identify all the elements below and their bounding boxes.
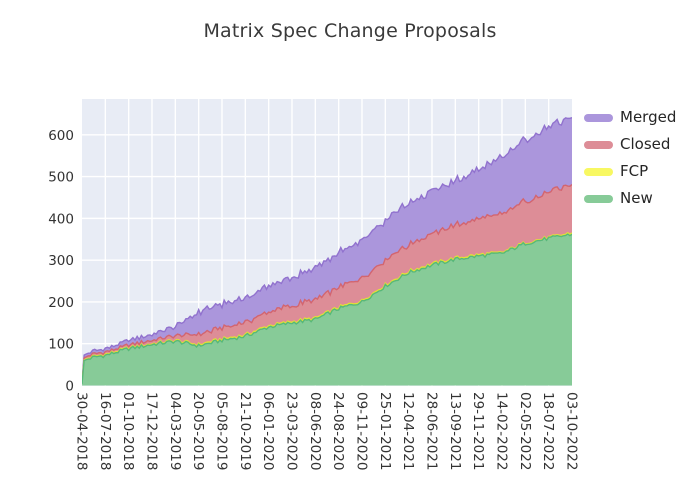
x-tick-label: 17-12-2018 xyxy=(143,392,159,470)
legend-label-fcp: FCP xyxy=(620,162,649,180)
y-tick-label: 300 xyxy=(48,253,74,269)
x-tick-label: 30-04-2018 xyxy=(73,392,89,470)
x-tick-label: 04-03-2019 xyxy=(167,392,183,470)
x-tick-label: 09-11-2020 xyxy=(353,392,369,470)
x-tick-label: 08-06-2020 xyxy=(307,392,323,470)
x-axis-labels: 30-04-2018 16-07-2018 01-10-2018 17-12-2018… xyxy=(73,392,579,470)
y-tick-label: 600 xyxy=(48,128,74,144)
y-tick-label: 400 xyxy=(48,211,74,227)
new-swatch xyxy=(584,194,613,203)
x-tick-label: 06-01-2020 xyxy=(260,392,276,470)
legend-label-merged: Merged xyxy=(620,108,677,126)
x-tick-label: 13-09-2021 xyxy=(447,392,463,470)
y-axis-labels: 0 100 200 300 400 500 600 xyxy=(48,128,74,395)
x-tick-label: 12-04-2021 xyxy=(400,392,416,470)
x-tick-label: 03-10-2022 xyxy=(563,392,579,470)
y-tick-label: 0 xyxy=(65,379,74,395)
stacked-areas xyxy=(82,116,572,386)
x-tick-label: 14-02-2022 xyxy=(493,392,509,470)
x-tick-label: 05-08-2019 xyxy=(213,392,229,470)
x-tick-label: 01-10-2018 xyxy=(120,392,136,470)
closed-swatch xyxy=(584,140,613,149)
y-tick-label: 200 xyxy=(48,295,74,311)
fcp-swatch xyxy=(584,167,613,176)
legend-item-fcp: FCP xyxy=(584,163,676,180)
area-line-fcp xyxy=(82,231,572,384)
x-tick-label: 02-05-2022 xyxy=(517,392,533,470)
legend: Merged Closed FCP New xyxy=(584,109,676,207)
x-tick-label: 28-06-2021 xyxy=(423,392,439,470)
merged-swatch xyxy=(584,113,613,122)
legend-item-new: New xyxy=(584,190,676,207)
x-tick-label: 21-10-2019 xyxy=(237,392,253,470)
x-tick-label: 18-07-2022 xyxy=(540,392,556,470)
area-line-new xyxy=(82,233,572,384)
x-tick-label: 20-05-2019 xyxy=(190,392,206,470)
area-line-closed xyxy=(82,183,572,384)
x-tick-label: 29-11-2021 xyxy=(470,392,486,470)
x-tick-label: 23-03-2020 xyxy=(283,392,299,470)
x-tick-label: 25-01-2021 xyxy=(377,392,393,470)
x-tick-label: 16-07-2018 xyxy=(97,392,113,470)
legend-item-closed: Closed xyxy=(584,136,676,153)
chart-title: Matrix Spec Change Proposals xyxy=(203,20,497,42)
area-new xyxy=(82,234,572,386)
legend-item-merged: Merged xyxy=(584,109,676,126)
y-tick-label: 100 xyxy=(48,337,74,353)
legend-label-new: New xyxy=(620,189,653,207)
legend-label-closed: Closed xyxy=(620,135,671,153)
x-tick-label: 24-08-2020 xyxy=(330,392,346,470)
area-line-merged xyxy=(82,116,572,384)
y-tick-label: 500 xyxy=(48,170,74,186)
